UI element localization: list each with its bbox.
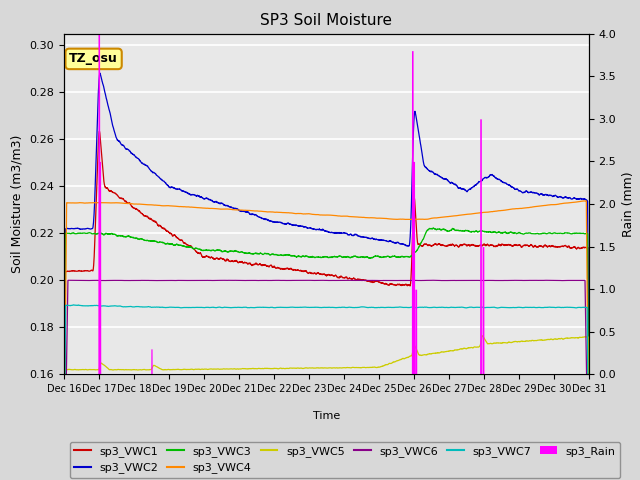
sp3_VWC5 — [479, 333, 486, 338]
sp3_VWC7 — [70, 302, 77, 308]
Line: sp3_VWC5: sp3_VWC5 — [64, 336, 589, 480]
sp3_VWC1 — [569, 245, 577, 251]
Text: TZ_osu: TZ_osu — [69, 52, 118, 65]
sp3_VWC4 — [585, 459, 593, 465]
sp3_VWC1 — [442, 243, 449, 249]
sp3_VWC4 — [310, 212, 317, 217]
sp3_VWC6 — [569, 277, 577, 283]
sp3_VWC1 — [585, 479, 593, 480]
sp3_VWC7 — [442, 305, 449, 311]
sp3_VWC3 — [280, 252, 288, 258]
sp3_VWC4 — [569, 200, 577, 205]
sp3_VWC4 — [582, 198, 590, 204]
Legend: sp3_VWC1, sp3_VWC2, sp3_VWC3, sp3_VWC4, sp3_VWC5, sp3_VWC6, sp3_VWC7, sp3_Rain: sp3_VWC1, sp3_VWC2, sp3_VWC3, sp3_VWC4, … — [70, 442, 620, 478]
sp3_VWC3 — [310, 254, 317, 260]
Y-axis label: Soil Moisture (m3/m3): Soil Moisture (m3/m3) — [11, 135, 24, 273]
sp3_VWC4 — [285, 210, 292, 216]
Line: sp3_VWC6: sp3_VWC6 — [64, 280, 589, 480]
sp3_VWC7 — [543, 304, 550, 310]
sp3_VWC3 — [442, 227, 449, 233]
Title: SP3 Soil Moisture: SP3 Soil Moisture — [260, 13, 392, 28]
sp3_VWC2 — [285, 220, 292, 226]
sp3_VWC4 — [280, 210, 288, 216]
sp3_VWC3 — [543, 231, 550, 237]
sp3_VWC3 — [585, 463, 593, 469]
sp3_VWC7 — [569, 304, 577, 310]
sp3_VWC7 — [285, 304, 292, 310]
sp3_VWC6 — [280, 277, 288, 283]
sp3_VWC3 — [285, 252, 292, 258]
Line: sp3_VWC2: sp3_VWC2 — [64, 73, 589, 480]
sp3_VWC5 — [543, 337, 550, 343]
sp3_VWC6 — [310, 277, 317, 283]
Line: sp3_VWC4: sp3_VWC4 — [64, 201, 589, 477]
sp3_VWC1 — [543, 243, 550, 249]
sp3_VWC2 — [585, 445, 593, 451]
sp3_VWC4 — [442, 214, 449, 220]
sp3_VWC2 — [281, 221, 289, 227]
sp3_VWC6 — [285, 277, 292, 283]
sp3_VWC2 — [442, 176, 449, 182]
Line: sp3_VWC3: sp3_VWC3 — [64, 228, 589, 480]
Line: sp3_VWC7: sp3_VWC7 — [64, 305, 589, 480]
Line: sp3_VWC1: sp3_VWC1 — [64, 131, 589, 480]
Y-axis label: Rain (mm): Rain (mm) — [622, 171, 635, 237]
sp3_VWC3 — [429, 225, 437, 231]
sp3_VWC1 — [281, 266, 289, 272]
sp3_VWC5 — [310, 365, 317, 371]
sp3_VWC2 — [543, 192, 550, 198]
sp3_VWC4 — [543, 203, 550, 208]
sp3_VWC6 — [547, 277, 554, 283]
sp3_VWC3 — [569, 230, 577, 236]
sp3_VWC1 — [285, 266, 292, 272]
sp3_VWC5 — [442, 349, 449, 355]
sp3_VWC1 — [95, 128, 103, 134]
sp3_VWC2 — [96, 71, 104, 76]
sp3_VWC5 — [285, 366, 292, 372]
X-axis label: Time: Time — [313, 411, 340, 421]
sp3_VWC2 — [569, 196, 577, 202]
sp3_VWC7 — [310, 304, 317, 310]
sp3_VWC6 — [442, 277, 449, 283]
sp3_VWC1 — [310, 271, 317, 276]
sp3_VWC4 — [60, 474, 68, 480]
sp3_VWC5 — [569, 335, 577, 341]
sp3_VWC6 — [543, 277, 550, 283]
sp3_VWC7 — [281, 304, 289, 310]
sp3_VWC5 — [280, 366, 288, 372]
sp3_VWC2 — [310, 226, 317, 232]
